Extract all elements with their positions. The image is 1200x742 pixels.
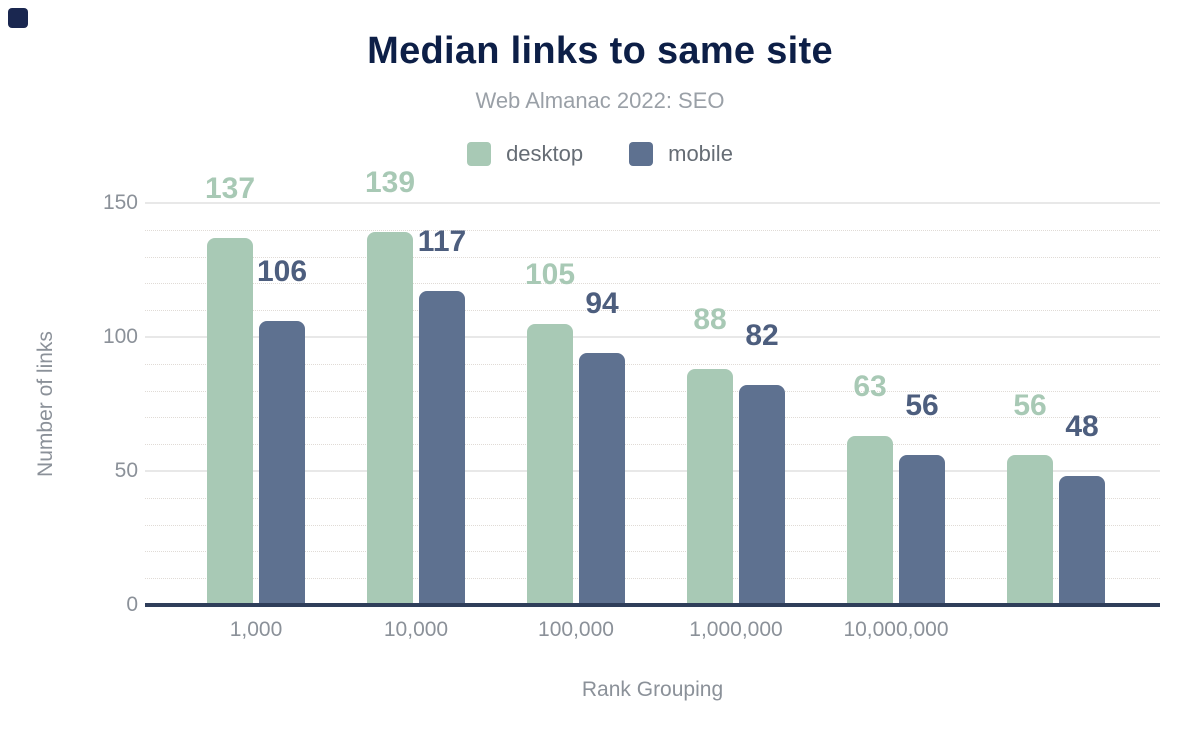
bar-mobile-10,000 <box>419 291 465 605</box>
bar-desktop-last <box>1007 454 1053 605</box>
bar-desktop-1,000,000 <box>687 369 733 605</box>
bar-desktop-10,000 <box>367 232 413 605</box>
gridline-minor <box>145 390 1160 392</box>
y-tick-label: 50 <box>114 459 138 482</box>
legend-item-mobile: mobile <box>629 141 733 167</box>
desktop-swatch-icon <box>467 142 492 166</box>
value-label-mobile: 117 <box>417 225 467 259</box>
gridline-minor <box>145 229 1160 231</box>
x-axis-line <box>145 603 1160 607</box>
gridline-minor <box>145 310 1160 312</box>
legend-label-desktop: desktop <box>506 141 584 166</box>
value-label-desktop: 137 <box>204 171 256 205</box>
bar-mobile-100,000 <box>579 353 625 605</box>
x-category-label: 10,000 <box>383 618 449 641</box>
value-label-mobile: 106 <box>256 254 308 288</box>
y-tick-label: 100 <box>102 325 138 348</box>
gridline-minor <box>145 578 1160 580</box>
x-category-label: 10,000,000 <box>843 618 949 641</box>
bar-mobile-10,000,000 <box>899 454 945 605</box>
value-label-mobile: 48 <box>1065 410 1099 444</box>
gridline-minor <box>145 524 1160 526</box>
gridline-minor <box>145 283 1160 285</box>
legend-label-mobile: mobile <box>668 141 733 166</box>
bar-mobile-1,000,000 <box>739 385 785 605</box>
y-tick-label: 0 <box>126 593 138 616</box>
bar-desktop-100,000 <box>527 323 573 605</box>
gridline-major <box>145 470 1160 472</box>
gridline-minor <box>145 256 1160 258</box>
legend-item-desktop: desktop <box>467 141 583 167</box>
y-axis-title: Number of links <box>34 331 57 477</box>
x-category-label: 1,000 <box>229 618 283 641</box>
value-label-desktop: 63 <box>853 370 887 404</box>
mobile-swatch-icon <box>629 142 654 166</box>
value-label-mobile: 94 <box>585 287 619 321</box>
bar-mobile-last <box>1059 476 1105 605</box>
chart-subtitle: Web Almanac 2022: SEO <box>475 88 725 113</box>
value-label-desktop: 56 <box>1013 388 1047 422</box>
bar-mobile-1,000 <box>259 320 305 605</box>
gridline-major <box>145 202 1160 204</box>
gridline-major <box>145 336 1160 338</box>
value-label-desktop: 88 <box>693 303 727 337</box>
y-tick-label: 150 <box>102 191 138 214</box>
gridline-minor <box>145 551 1160 553</box>
value-label-desktop: 139 <box>364 166 416 200</box>
value-label-mobile: 82 <box>745 319 779 353</box>
gridline-minor <box>145 363 1160 365</box>
gridline-minor <box>145 444 1160 446</box>
x-category-label: 1,000,000 <box>689 618 783 641</box>
bar-desktop-1,000 <box>207 237 253 605</box>
bar-desktop-10,000,000 <box>847 436 893 605</box>
gridline-minor <box>145 497 1160 499</box>
value-label-mobile: 56 <box>905 388 939 422</box>
chart-title: Median links to same site <box>367 30 833 72</box>
corner-mark <box>8 8 28 28</box>
x-category-label: 100,000 <box>538 618 614 641</box>
x-axis-title: Rank Grouping <box>581 678 724 701</box>
value-label-desktop: 105 <box>524 257 576 291</box>
legend: desktop mobile <box>0 141 1200 167</box>
gridline-minor <box>145 417 1160 419</box>
